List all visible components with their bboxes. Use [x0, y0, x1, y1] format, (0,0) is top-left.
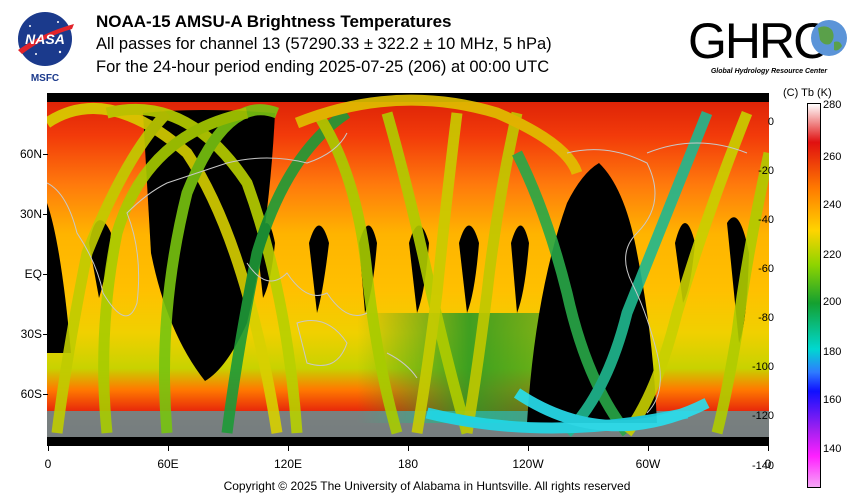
brightness-temperature-map: [47, 93, 769, 446]
title-block: NOAA-15 AMSU-A Brightness Temperatures A…: [96, 11, 552, 79]
lat-label-eq: EQ: [24, 267, 42, 281]
swath-9: [411, 112, 463, 434]
coastlines: [47, 132, 748, 414]
lon-label-60e: 60E: [157, 457, 179, 471]
colorbar-c-label: -120: [752, 410, 775, 422]
colorbar-k-label: 220: [823, 249, 842, 261]
colorbar-header: (C) Tb (K): [783, 87, 832, 99]
gap-7: [511, 225, 529, 313]
bottom-no-data: [47, 437, 769, 446]
gap-pacific: [527, 163, 657, 423]
coast-nz: [386, 352, 418, 379]
lat-label-30s: 30S: [20, 327, 42, 341]
colorbar-c-label: -60: [758, 263, 774, 275]
lat-tick: [43, 154, 48, 155]
colorbar-c-label: -100: [752, 361, 775, 373]
lon-tick: [48, 446, 49, 451]
colorbar-k-label: 240: [823, 199, 842, 211]
lon-label-180: 180: [397, 457, 419, 471]
gap-0: [47, 203, 71, 353]
gap-3: [309, 225, 329, 313]
coast-se-asia: [246, 262, 368, 316]
nasa-logo: NASA MSFC: [18, 12, 74, 84]
colorbar-k-label: 140: [823, 443, 842, 455]
colorbar-k-label: 280: [823, 99, 842, 111]
lon-label-60w: 60W: [635, 457, 661, 471]
globe-icon: [811, 20, 847, 56]
lat-label-60n: 60N: [19, 147, 42, 161]
nasa-wordmark: NASA: [25, 31, 65, 47]
satellite-swaths: [47, 94, 769, 437]
ghrc-logo: GHRC Global Hydrology Resource Center: [688, 13, 847, 75]
swath-8: [381, 111, 473, 435]
swath-15: [294, 94, 583, 176]
lon-tick: [648, 446, 649, 451]
lat-label-30n: 30N: [19, 207, 42, 221]
swath-7: [312, 109, 403, 435]
swath-11: [512, 150, 632, 437]
colorbar-c-label: -40: [758, 214, 774, 226]
page-title: NOAA-15 AMSU-A Brightness Temperatures: [96, 12, 452, 31]
colorbar-c-label: -80: [758, 312, 774, 324]
copyright-notice: Copyright © 2025 The University of Alaba…: [223, 479, 631, 493]
swath-2: [105, 103, 303, 434]
colorbar: [807, 103, 821, 488]
channel-subtitle: All passes for channel 13 (57290.33 ± 32…: [96, 35, 552, 53]
ghrc-subtitle: Global Hydrology Resource Center: [711, 68, 829, 75]
colorbar-c-label: -20: [758, 165, 774, 177]
lat-label-60s: 60S: [20, 387, 42, 401]
colorbar-c-label: 0: [767, 116, 774, 128]
colorbar-k-label: 180: [823, 346, 842, 358]
lon-tick: [768, 446, 769, 451]
lat-tick: [43, 394, 48, 395]
lon-tick: [408, 446, 409, 451]
lon-label-0: 0: [44, 457, 52, 471]
nasa-vector: [18, 24, 74, 54]
swath-5: [51, 109, 171, 434]
lat-tick: [43, 274, 48, 275]
colorbar-k-label: 160: [823, 394, 842, 406]
swath-4: [98, 107, 249, 434]
map-canvas: [47, 93, 769, 446]
lon-tick: [168, 446, 169, 451]
lat-tick: [43, 334, 48, 335]
coast-americas: [566, 149, 661, 414]
swath-12: [563, 110, 713, 437]
gap-6: [459, 225, 479, 313]
swath-antarctic-2: [513, 388, 710, 432]
colorbar-k-label: 260: [823, 151, 842, 163]
lon-label-120e: 120E: [273, 457, 303, 471]
ghrc-wordmark: GHRC: [688, 13, 828, 69]
coast-eurasia-africa: [47, 132, 348, 317]
msfc-label: MSFC: [31, 73, 59, 84]
swath-10: [461, 111, 523, 434]
coast-australia: [296, 320, 348, 366]
period-subtitle: For the 24-hour period ending 2025-07-25…: [96, 58, 550, 76]
swath-13: [622, 110, 753, 437]
lon-label-0-east: 0: [764, 457, 772, 471]
gap-8: [675, 223, 695, 303]
lon-tick: [288, 446, 289, 451]
coast-greenland: [646, 142, 748, 154]
colorbar-k-label: 200: [823, 296, 842, 308]
lon-label-120w: 120W: [512, 457, 544, 471]
swath-14: [711, 151, 769, 435]
swath-6: [221, 108, 351, 434]
colorbar-c-label: -140: [752, 460, 775, 472]
lat-tick: [43, 214, 48, 215]
lon-tick: [528, 446, 529, 451]
